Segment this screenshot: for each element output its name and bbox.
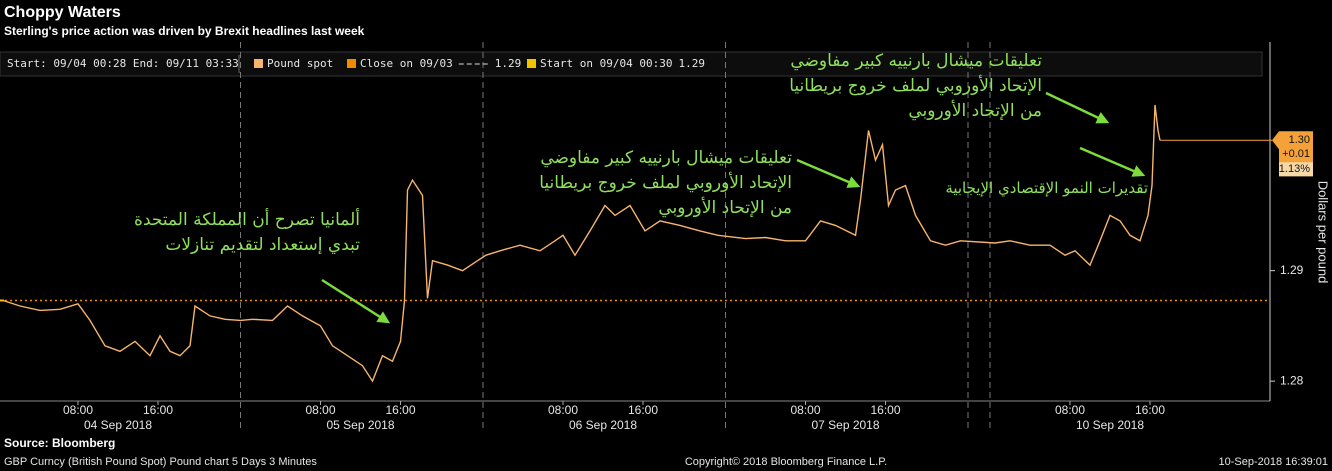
annotation-line: تعليقات ميشال بارنييه كبير مفاوضي	[540, 148, 792, 168]
x-tick-label: 08:00	[790, 403, 820, 417]
x-tick-label: 08:00	[548, 403, 578, 417]
source: Source: Bloomberg	[4, 436, 115, 450]
legend-value: 1.29	[495, 57, 522, 70]
last-price-label: 1.30	[1289, 134, 1310, 146]
x-tick-label: 16:00	[1135, 403, 1165, 417]
x-tick-label: 08:00	[63, 403, 93, 417]
footer-left: GBP Curncy (British Pound Spot) Pound ch…	[4, 456, 317, 468]
change-label: +0.01	[1282, 148, 1310, 160]
annotation-line: من الإتحاد الأوروبي	[908, 101, 1042, 121]
y-axis-label: Dollars per pound	[1316, 181, 1331, 284]
x-day-label: 04 Sep 2018	[84, 418, 152, 432]
annotation-line: الإتحاد الأوروبي لملف خروج بريطانيا	[539, 173, 792, 193]
x-day-label: 05 Sep 2018	[326, 418, 394, 432]
change-pct-label: 1.13%	[1279, 163, 1310, 175]
legend-header: Start: 09/04 00:28 End: 09/11 03:33	[7, 57, 239, 70]
change-pct-box	[1279, 162, 1313, 177]
chart-title: Choppy Waters	[4, 4, 121, 21]
x-day-label: 07 Sep 2018	[811, 418, 879, 432]
footer-center: Copyright© 2018 Bloomberg Finance L.P.	[685, 456, 887, 468]
x-tick-label: 08:00	[1055, 403, 1085, 417]
legend-bar	[0, 51, 1263, 77]
legend-label: Close on 09/03	[360, 57, 453, 70]
x-tick-label: 16:00	[385, 403, 415, 417]
x-tick-label: 16:00	[628, 403, 658, 417]
x-tick-label: 16:00	[143, 403, 173, 417]
annotation-line: تعليقات ميشال بارنييه كبير مفاوضي	[790, 51, 1042, 71]
annotation-line: من الإتحاد الأوروبي	[658, 198, 792, 218]
price-line	[2, 104, 1161, 383]
annotation-arrow	[1045, 91, 1110, 124]
legend-swatch	[347, 59, 356, 68]
chart-subtitle: Sterling's price action was driven by Br…	[4, 24, 365, 38]
y-tick-label: 1.29	[1280, 263, 1304, 277]
legend-swatch	[527, 59, 536, 68]
x-tick-label: 08:00	[305, 403, 335, 417]
annotation: ألمانيا تصرح أن المملكة المتحدة تبدي إست…	[134, 208, 360, 258]
annotation: تعليقات ميشال بارنييه كبير مفاوضي الإتحا…	[539, 146, 792, 221]
annotation-line: تبدي إستعداد لتقديم تنازلات	[165, 235, 360, 255]
annotation: تعليقات ميشال بارنييه كبير مفاوضي الإتحا…	[789, 49, 1042, 124]
footer-right: 10-Sep-2018 16:39:01	[1219, 456, 1328, 468]
annotation-line: الإتحاد الأوروبي لملف خروج بريطانيا	[789, 76, 1042, 96]
y-tick-label: 1.28	[1280, 373, 1304, 387]
legend-swatch	[254, 59, 263, 68]
legend-value: 1.29	[678, 57, 705, 70]
x-day-label: 10 Sep 2018	[1076, 418, 1144, 432]
x-day-label: 06 Sep 2018	[569, 418, 637, 432]
legend-label: Start on 09/04 00:30	[540, 57, 672, 70]
legend-label: Pound spot	[267, 57, 333, 70]
annotation-line: ألمانيا تصرح أن المملكة المتحدة	[134, 210, 360, 230]
annotation-arrow	[1079, 146, 1146, 177]
annotation-line: تقديرات النمو الإقتصادي الإيجابية	[945, 179, 1148, 197]
x-tick-label: 16:00	[870, 403, 900, 417]
annotation-arrow	[796, 158, 861, 188]
annotation: تقديرات النمو الإقتصادي الإيجابية	[945, 176, 1148, 201]
